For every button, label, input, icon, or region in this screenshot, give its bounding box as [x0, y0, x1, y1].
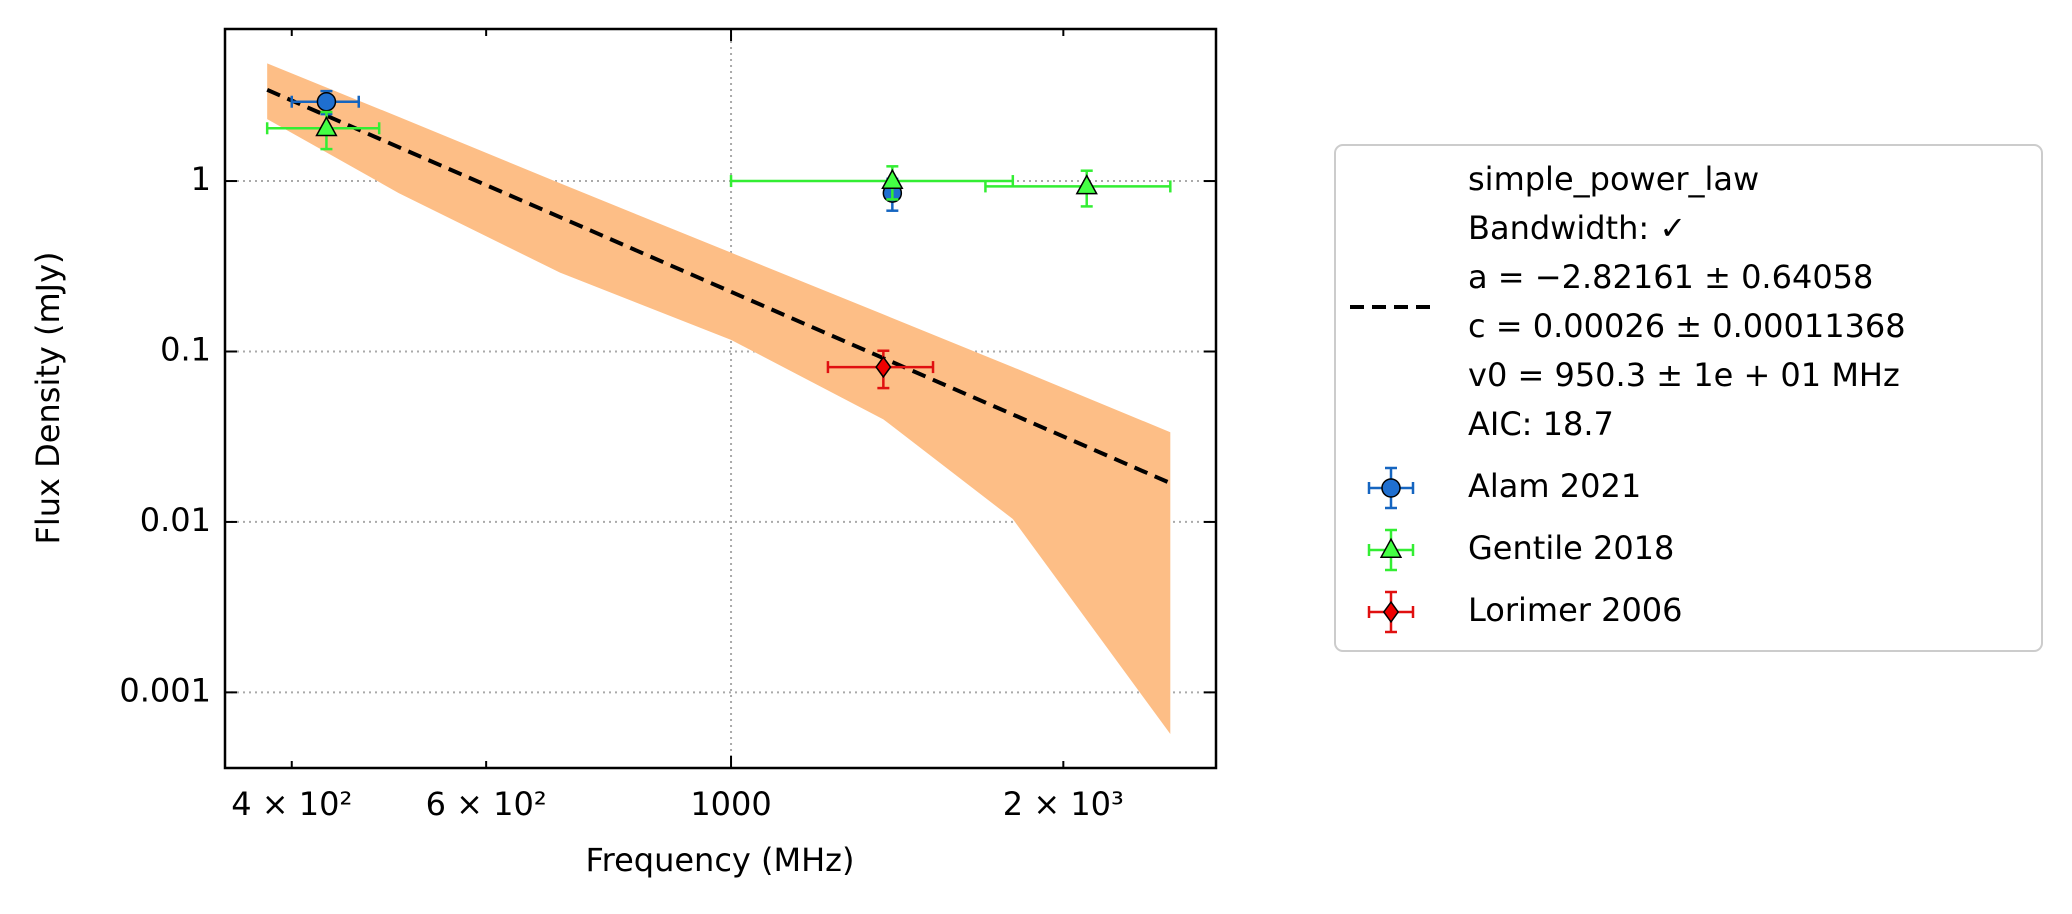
legend-label: v0 = 950.3 ± 1e + 01 MHz — [1468, 356, 1900, 394]
plot-frame — [223, 27, 1218, 770]
confidence-band — [267, 63, 1171, 734]
fit-line — [266, 87, 1172, 485]
data-point — [315, 115, 338, 137]
x-tick-label: 4 × 10² — [231, 785, 352, 823]
data-point — [1075, 174, 1098, 195]
legend-label: a = −2.82161 ± 0.64058 — [1468, 258, 1873, 296]
data-point — [1381, 478, 1401, 498]
legend-handle — [1367, 466, 1415, 510]
x-axis-label: Frequency (MHz) — [586, 841, 855, 879]
y-tick-label: 1 — [191, 160, 211, 198]
data-point — [1382, 600, 1400, 624]
legend-label: AIC: 18.7 — [1468, 405, 1614, 443]
y-axis-label: Flux Density (mJy) — [29, 251, 67, 544]
y-tick-label: 0.01 — [140, 501, 211, 539]
legend-label: c = 0.00026 ± 0.00011368 — [1468, 307, 1906, 345]
legend-label: Alam 2021 — [1468, 467, 1641, 505]
legend-label: Bandwidth: ✓ — [1468, 209, 1686, 247]
data-point — [875, 355, 892, 379]
data-point — [316, 91, 337, 112]
x-tick-label: 2 × 10³ — [1003, 785, 1124, 823]
legend-label: Lorimer 2006 — [1468, 591, 1683, 629]
legend-label: Gentile 2018 — [1468, 529, 1674, 567]
y-tick-label: 0.1 — [160, 330, 211, 368]
error-bar — [984, 169, 1172, 208]
legend-box — [1334, 144, 2043, 652]
y-tick-label: 0.001 — [119, 671, 211, 709]
x-tick-label: 1000 — [690, 785, 771, 823]
error-bar — [729, 165, 1015, 201]
legend-label: simple_power_law — [1468, 160, 1759, 198]
data-point — [1379, 537, 1403, 558]
data-point — [881, 168, 904, 190]
x-tick-label: 6 × 10² — [426, 785, 547, 823]
